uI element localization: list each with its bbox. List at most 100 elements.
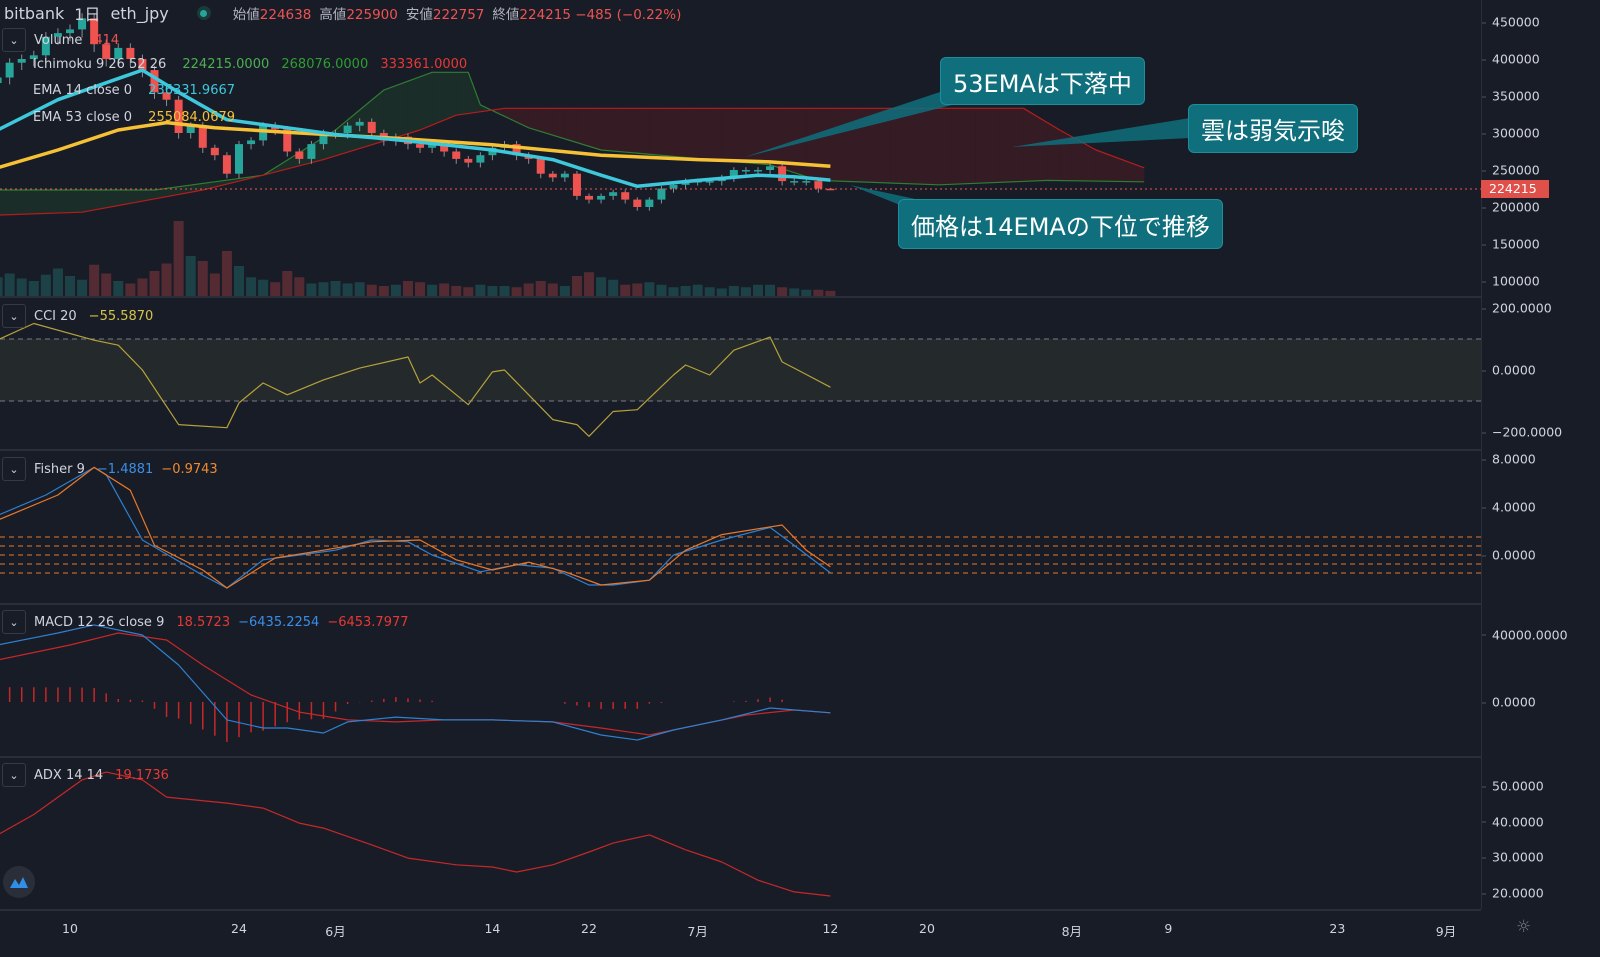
collapse-chevron-icon[interactable]: ⌄ [2, 28, 26, 52]
macd-signal-line [0, 632, 831, 736]
price-pane [0, 13, 1481, 296]
candle-body [283, 129, 292, 152]
market-status-icon [196, 6, 211, 20]
candle-body [0, 77, 2, 84]
volume-bar [173, 221, 184, 296]
ichimoku-cloud-segment [770, 108, 783, 169]
y-tick-label: 30.0000 [1482, 849, 1544, 865]
volume-bar [65, 276, 75, 296]
volume-bar [113, 281, 124, 296]
legend-fisher: ⌄ Fisher 9 −1.4881 −0.9743 [2, 457, 226, 481]
ichimoku-cloud-segment [963, 108, 976, 184]
candle-body [198, 125, 207, 148]
legend-value: 333361.0000 [380, 57, 468, 72]
legend-value: −0.9743 [161, 461, 218, 477]
interval[interactable]: 1日 [74, 5, 101, 24]
collapse-chevron-icon[interactable]: ⌄ [2, 304, 26, 328]
time-axis[interactable]: 10 24 6月 14 22 7月 12 20 8月 9 23 9月 [0, 909, 1481, 957]
chart-plot-area[interactable] [0, 0, 1481, 909]
ichimoku-cloud-segment [0, 189, 10, 216]
ichimoku-cloud-segment [613, 108, 626, 153]
y-tick-label: 400000 [1482, 51, 1540, 67]
y-tick-label: 300000 [1482, 125, 1540, 141]
volume-bar [777, 287, 788, 296]
ichimoku-cloud-segment [383, 85, 396, 142]
x-tick-label: 9 [1164, 921, 1173, 936]
ichimoku-span-b-line [0, 107, 1145, 216]
volume-bar [330, 281, 341, 296]
candle-body [778, 166, 787, 182]
open-label: 始値 [232, 7, 260, 23]
ichimoku-cloud-segment [926, 108, 940, 185]
candle-body [633, 199, 642, 207]
ichimoku-cloud-segment [987, 108, 1000, 183]
volume-bar [294, 277, 305, 296]
volume-bar [0, 277, 3, 296]
ichimoku-cloud-segment [625, 108, 638, 154]
candle-body [729, 170, 738, 178]
annotation-cloud-bearish[interactable]: 雲は弱気示唆 [1188, 104, 1358, 153]
volume-bar [752, 284, 763, 296]
candle-body [802, 181, 811, 183]
volume-bar [704, 287, 715, 296]
ichimoku-cloud-segment [275, 160, 288, 173]
volume-bar [306, 283, 317, 296]
volume-bar [523, 283, 534, 296]
annotation-price-below-ema14[interactable]: 価格は14EMAの下位で推移 [898, 199, 1223, 249]
ichimoku-cloud-segment [1095, 150, 1109, 182]
ichimoku-cloud-segment [528, 108, 541, 132]
annotation-ema53-falling[interactable]: 53EMAは下落中 [940, 57, 1145, 105]
ichimoku-cloud-segment [685, 108, 698, 159]
volume-bar [16, 278, 27, 296]
y-tick-label: 50.0000 [1482, 778, 1544, 794]
ichimoku-cloud-segment [757, 108, 771, 165]
volume-bar [185, 256, 196, 296]
y-tick-label: 100000 [1482, 273, 1540, 289]
price-axis[interactable]: 450000 400000 350000 300000 250000 200000 1500… [1481, 0, 1600, 909]
tradingview-logo-icon[interactable] [3, 866, 35, 898]
volume-bar [511, 287, 522, 296]
exchange-name[interactable]: bitbank [4, 3, 65, 23]
ichimoku-cloud-segment [697, 108, 710, 160]
candle-body [609, 192, 618, 196]
volume-bar [608, 279, 619, 296]
volume-bar [221, 251, 232, 296]
collapse-chevron-icon[interactable]: ⌄ [2, 457, 26, 481]
y-tick-label: 20.0000 [1482, 885, 1544, 901]
ichimoku-cloud-segment [504, 108, 517, 123]
ichimoku-cloud-segment [661, 108, 674, 157]
volume-bar [246, 277, 257, 296]
volume-bar [644, 282, 655, 296]
ichimoku-cloud-segment [407, 76, 421, 134]
collapse-chevron-icon[interactable]: ⌄ [2, 763, 26, 787]
y-tick-label: 250000 [1482, 162, 1540, 178]
x-tick-label: 7月 [687, 924, 708, 939]
legend-ichimoku: Ichimoku 9 26 52 26 224215.0000 268076.0… [33, 57, 475, 72]
fisher-pane [0, 466, 1481, 589]
volume-bar [318, 282, 329, 296]
ichimoku-cloud-segment [914, 108, 927, 185]
candle-body [90, 18, 99, 45]
symbol-name[interactable]: eth_jpy [110, 3, 169, 23]
candle-body [355, 121, 364, 126]
candle-body [319, 133, 328, 145]
settings-gear-icon[interactable]: ☼ [1516, 917, 1532, 937]
candle-body [247, 140, 256, 145]
volume-bar [547, 283, 558, 296]
close-value: 224215 [519, 7, 571, 23]
y-tick-label: −200.0000 [1481, 424, 1563, 440]
candle-body [53, 33, 62, 37]
cci-pane [0, 322, 1481, 437]
volume-bar [161, 263, 172, 296]
volume-bar [354, 282, 365, 296]
adx-pane [0, 771, 831, 897]
volume-bar [584, 272, 595, 296]
candle-body [597, 195, 606, 200]
ichimoku-cloud-segment [9, 189, 22, 215]
collapse-chevron-icon[interactable]: ⌄ [2, 610, 26, 634]
legend-adx: ⌄ ADX 14 14 19.1736 [2, 763, 177, 787]
y-tick-label: 200.0000 [1482, 300, 1552, 316]
ichimoku-cloud-segment [432, 72, 445, 126]
legend-name: ADX 14 14 [34, 767, 104, 783]
candle-body [66, 29, 74, 34]
